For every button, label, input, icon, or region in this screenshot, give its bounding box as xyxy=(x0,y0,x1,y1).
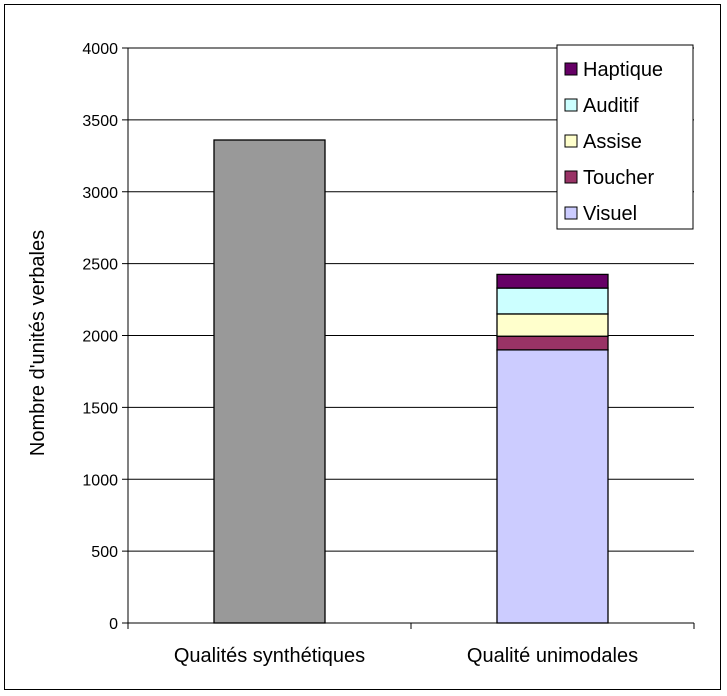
bar-segment-toucher xyxy=(496,335,609,351)
bar-segment-assise xyxy=(496,313,609,337)
y-tick-label: 3000 xyxy=(82,185,118,202)
stacked-bar-chart: 0 500 1000 1500 2000 2500 3000 3500 4000 Qualités… xyxy=(27,41,695,667)
legend-label-visuel: Visuel xyxy=(583,203,637,225)
legend-box xyxy=(556,44,694,230)
legend-label-toucher: Toucher xyxy=(583,167,654,189)
legend-swatch-toucher xyxy=(564,170,578,184)
legend-swatch-visuel xyxy=(564,206,578,220)
bars xyxy=(213,139,609,624)
legend-swatch-auditif xyxy=(564,98,578,112)
y-tick-label: 500 xyxy=(91,544,118,561)
y-axis-title: Nombre d'unités verbales xyxy=(27,230,49,456)
bar-segment-visuel xyxy=(496,349,609,624)
chart-frame: 0 500 1000 1500 2000 2500 3000 3500 4000 Qualités… xyxy=(4,4,721,690)
x-tick-label: Qualités synthétiques xyxy=(174,645,365,667)
legend-label-assise: Assise xyxy=(583,131,642,153)
y-tick-label: 1500 xyxy=(82,400,118,417)
bar-segment xyxy=(213,139,326,624)
legend-swatch-haptique xyxy=(564,62,578,76)
axes: 0 500 1000 1500 2000 2500 3000 3500 4000 Qualités… xyxy=(82,41,695,667)
y-tick-label: 0 xyxy=(109,616,118,633)
legend: Haptique Auditif Assise Toucher Visuel xyxy=(556,44,694,230)
y-tick-label: 1000 xyxy=(82,472,118,489)
y-tick-label: 3500 xyxy=(82,113,118,130)
bar-segment-auditif xyxy=(496,287,609,315)
y-tick-label: 4000 xyxy=(82,41,118,58)
x-tick-label: Qualité unimodales xyxy=(467,645,638,667)
y-tick-label: 2500 xyxy=(82,257,118,274)
bar-segment-haptique xyxy=(496,273,609,289)
legend-label-haptique: Haptique xyxy=(583,59,663,81)
legend-label-auditif: Auditif xyxy=(583,95,639,117)
legend-swatch-assise xyxy=(564,134,578,148)
y-tick-label: 2000 xyxy=(82,329,118,346)
